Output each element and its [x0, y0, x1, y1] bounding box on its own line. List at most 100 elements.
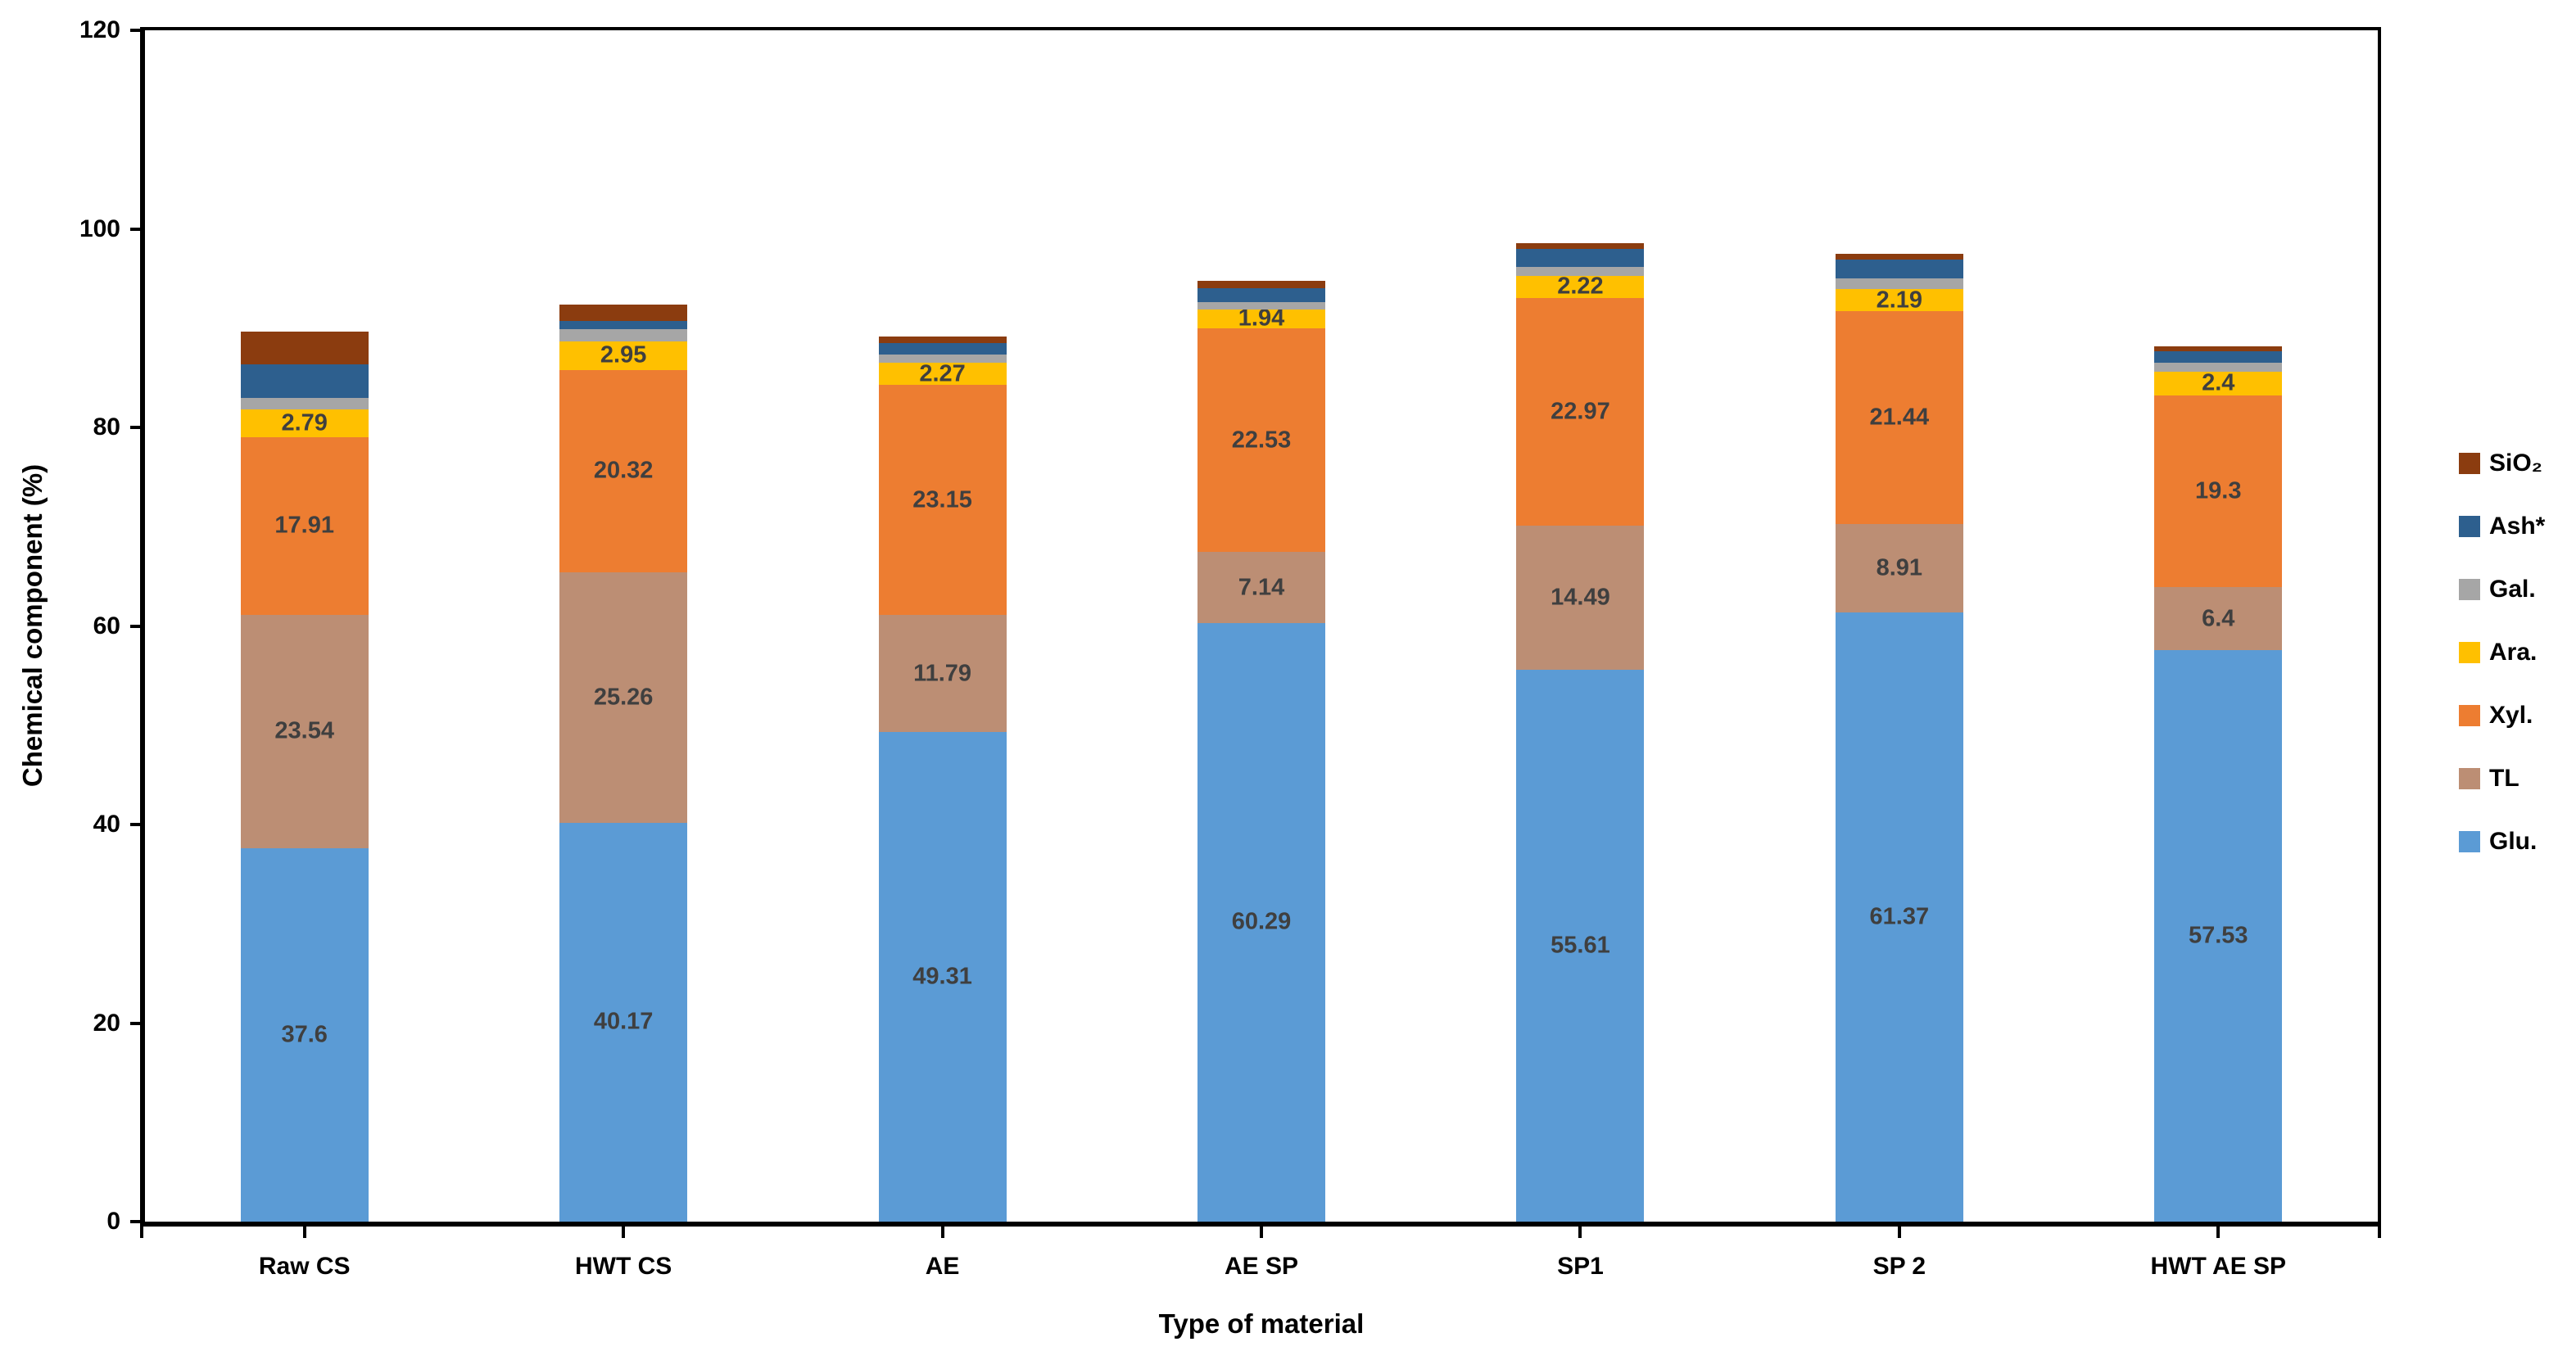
bar-segment-xyl [1516, 297, 1645, 526]
segment-value-label: 23.15 [912, 486, 972, 513]
segment-value-label: 8.91 [1876, 554, 1923, 581]
segment-value-label: 14.49 [1551, 584, 1610, 611]
x-tick [302, 1223, 306, 1238]
segment-value-label: 11.79 [913, 660, 972, 687]
bar-segment-glu [878, 732, 1007, 1222]
y-tick [130, 227, 143, 231]
x-tick [1578, 1223, 1582, 1238]
segment-value-label: 37.6 [281, 1021, 328, 1048]
category-label: AE [925, 1253, 960, 1280]
category-label: SP 2 [1872, 1253, 1926, 1280]
category-label: SP1 [1557, 1253, 1604, 1280]
bar-segment-gal [878, 355, 1007, 363]
x-tick [2216, 1223, 2221, 1238]
bar-segment-tl [1197, 552, 1325, 623]
category-label: AE SP [1224, 1253, 1299, 1280]
y-tick [130, 1021, 143, 1025]
segment-value-label: 23.54 [274, 717, 334, 744]
bar-segment-ara [1835, 289, 1963, 311]
bar-segment-xyl [559, 370, 688, 572]
legend-swatch-icon [2459, 642, 2480, 663]
segment-value-label: 49.31 [912, 963, 972, 990]
segment-value-label: 6.4 [2202, 605, 2235, 632]
bar-segment-gal [1516, 266, 1645, 276]
bar-segment-ara [559, 341, 688, 371]
y-tick [130, 1220, 143, 1223]
segment-value-label: 2.27 [919, 360, 966, 387]
x-axis-title: Type of material [1158, 1308, 1365, 1339]
segment-value-label: 22.97 [1551, 398, 1610, 425]
segment-value-label: 19.3 [2195, 477, 2242, 504]
bar-segment-ara [878, 362, 1007, 386]
segment-value-label: 1.94 [1238, 305, 1285, 332]
bar-segment-glu [240, 848, 369, 1222]
legend-label: Ash* [2489, 513, 2546, 540]
bar-segment-gal [2154, 362, 2283, 372]
y-tick-label: 0 [106, 1208, 120, 1235]
segment-value-label: 55.61 [1551, 932, 1610, 959]
bar-segment-glu [1197, 622, 1325, 1222]
segment-value-label: 25.26 [593, 684, 654, 711]
bar-segment-ash [1835, 259, 1963, 278]
legend-label: TL [2489, 765, 2519, 792]
y-tick [130, 624, 143, 628]
legend-label: Gal. [2489, 576, 2536, 603]
bar-segment-xyl [1197, 328, 1325, 553]
legend-swatch-icon [2459, 768, 2480, 789]
x-tick-corner [2378, 1223, 2381, 1238]
segment-value-label: 2.22 [1557, 273, 1604, 300]
x-tick [940, 1223, 944, 1238]
y-tick-label: 20 [93, 1009, 120, 1037]
bar-segment-gal [240, 398, 369, 409]
bar-segment-glu [2154, 650, 2283, 1222]
bar-segment-xyl [2154, 395, 2283, 587]
legend-item: Xyl. [2459, 699, 2545, 732]
legend-swatch-icon [2459, 579, 2480, 600]
category-label: HWT CS [574, 1253, 672, 1280]
bar-segment-tl [240, 614, 369, 849]
bar-segment-sio [1835, 254, 1963, 260]
y-tick [130, 426, 143, 429]
legend-item: Ara. [2459, 636, 2545, 669]
x-tick [622, 1223, 626, 1238]
bar-segment-glu [1516, 669, 1645, 1222]
bar-segment-glu [559, 822, 688, 1222]
segment-value-label: 57.53 [2188, 922, 2248, 949]
segment-value-label: 2.4 [2202, 369, 2235, 396]
bar-segment-ara [2154, 371, 2283, 395]
segment-value-label: 7.14 [1238, 574, 1285, 601]
y-tick-label: 120 [79, 16, 120, 43]
y-axis-title: Chemical component (%) [17, 463, 48, 788]
bar-segment-xyl [878, 385, 1007, 616]
category-label: Raw CS [258, 1253, 351, 1280]
legend-item: Gal. [2459, 573, 2545, 606]
segment-value-label: 21.44 [1869, 404, 1930, 431]
y-tick-label: 60 [93, 612, 120, 639]
bar-segment-tl [2154, 586, 2283, 651]
segment-value-label: 40.17 [593, 1008, 654, 1035]
bar-segment-tl [559, 572, 688, 823]
legend-item: TL [2459, 762, 2545, 795]
segment-value-label: 20.32 [593, 457, 654, 484]
bar-segment-ara [1197, 309, 1325, 329]
x-tick [1260, 1223, 1263, 1238]
x-tick-corner [140, 1223, 143, 1238]
legend-label: Ara. [2489, 639, 2538, 666]
bar-segment-gal [559, 328, 688, 341]
bar-segment-gal [1197, 302, 1325, 310]
bar-segment-sio [878, 337, 1007, 343]
legend-item: SiO₂ [2459, 447, 2545, 480]
bar-segment-xyl [1835, 310, 1963, 524]
bar-segment-sio [2154, 346, 2283, 352]
bar-segment-tl [1835, 523, 1963, 612]
segment-value-label: 2.19 [1876, 287, 1923, 314]
y-tick [130, 823, 143, 826]
bar-segment-ash [1516, 248, 1645, 267]
bar-segment-ash [2154, 351, 2283, 363]
legend-label: Glu. [2489, 828, 2538, 855]
segment-value-label: 2.95 [600, 341, 647, 368]
legend-swatch-icon [2459, 516, 2480, 537]
legend-item: Glu. [2459, 825, 2545, 858]
legend-label: SiO₂ [2489, 450, 2543, 477]
